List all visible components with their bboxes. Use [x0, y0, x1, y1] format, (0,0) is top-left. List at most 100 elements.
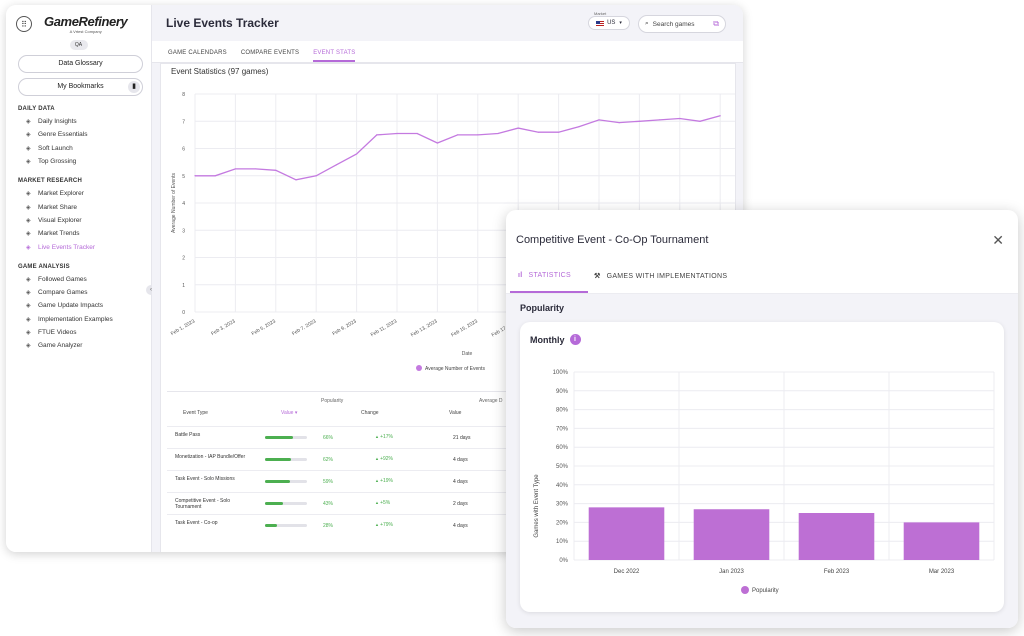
up-arrow-icon: ▲ — [375, 478, 381, 483]
sidebar-item-ftue-videos[interactable]: ◈ FTUE Videos — [6, 326, 151, 339]
tab-bar: GAME CALENDARS COMPARE EVENTS EVENT STATS — [152, 41, 743, 63]
group-header-popularity: Popularity — [321, 398, 344, 404]
external-link-icon[interactable]: ⧉ — [713, 19, 719, 28]
sidebar-item-label: Compare Games — [38, 289, 88, 297]
bar[interactable] — [588, 507, 665, 560]
y-tick-label: 1 — [182, 283, 185, 289]
tab-event-stats[interactable]: EVENT STATS — [313, 50, 356, 62]
data-point — [659, 119, 661, 121]
popularity-bar — [265, 480, 307, 483]
y-tick-label: 0% — [559, 558, 568, 564]
sort-down-icon: ▾ — [294, 410, 298, 416]
data-point — [315, 175, 317, 177]
bar[interactable] — [798, 513, 875, 560]
sidebar-item-label: Followed Games — [38, 275, 87, 283]
sidebar-item-game-analyzer[interactable]: ◈ Game Analyzer — [6, 339, 151, 352]
sidebar-item-live-events-tracker[interactable]: ◈ Live Events Tracker — [6, 240, 151, 253]
average-duration-value: 4 days — [453, 479, 468, 485]
event-type-cell: Battle Pass — [175, 432, 201, 438]
tab-games-with-implementations[interactable]: ⚒ GAMES WITH IMPLEMENTATIONS — [594, 272, 727, 280]
event-type-cell: Task Event - Solo Missions — [175, 476, 235, 482]
section-title-0: DAILY DATA — [18, 106, 55, 112]
popularity-value: 62% — [323, 457, 334, 463]
table-row[interactable]: Task Event - Solo Missions 59% ▲ +19% 4 day… — [167, 470, 735, 492]
legend-marker[interactable] — [416, 365, 422, 371]
popularity-bar-fill — [265, 502, 284, 505]
search-games-input[interactable]: ⌕ Search games ⧉ — [638, 15, 726, 33]
popularity-bar — [265, 436, 307, 439]
sidebar-item-label: Game Analyzer — [38, 342, 83, 350]
market-trends-icon: ◈ — [26, 231, 31, 238]
table-row[interactable]: Task Event - Co-op 28% ▲ +79% 4 days — [167, 514, 735, 536]
data-point — [234, 168, 236, 170]
sidebar-nav: DAILY DATA ◈ Daily Insights ◈ Genre Essentia… — [6, 106, 151, 352]
active-tab-indicator — [510, 291, 588, 293]
y-tick-label: 6 — [182, 147, 185, 153]
table-row[interactable]: Competitive Event - Solo Tournament 43% ▲ … — [167, 492, 735, 514]
sidebar-item-implementation-examples[interactable]: ◈ Implementation Examples — [6, 313, 151, 326]
x-tick-label: Feb 9, 2023 — [331, 318, 357, 337]
col-value[interactable]: Value ▾ — [281, 410, 297, 416]
bar[interactable] — [903, 522, 980, 560]
tab-game-calendars[interactable]: GAME CALENDARS — [168, 50, 227, 56]
close-icon[interactable]: ✕ — [992, 232, 1004, 248]
tab-statistics[interactable]: ıl STATISTICS — [518, 272, 571, 279]
market-explorer-icon: ◈ — [26, 191, 31, 198]
y-tick-label: 60% — [556, 445, 569, 451]
sidebar-item-market-explorer[interactable]: ◈ Market Explorer — [6, 187, 151, 200]
data-point — [335, 164, 337, 166]
collapse-sidebar-icon[interactable]: ‹ — [146, 285, 156, 295]
implementation-icon: ◈ — [26, 316, 31, 323]
legend-marker[interactable] — [741, 586, 749, 594]
bar[interactable] — [693, 509, 770, 560]
sidebar-item-label: Market Trends — [38, 230, 80, 238]
table-row[interactable]: Monetization - IAP Bundle/Offer 62% ▲ +92%… — [167, 448, 735, 470]
x-tick-label: Feb 7, 2023 — [291, 318, 317, 337]
info-icon[interactable]: i — [569, 334, 581, 345]
sidebar: ⠿ GameRefinery A Vrtest Company QA Data … — [6, 5, 156, 552]
sidebar-item-visual-explorer[interactable]: ◈ Visual Explorer — [6, 214, 151, 227]
change-value: +92% — [380, 456, 394, 462]
legend-label[interactable]: Popularity — [752, 588, 779, 594]
sidebar-item-soft-launch[interactable]: ◈ Soft Launch — [6, 142, 151, 155]
table-row[interactable]: Battle Pass 66% ▲ +17% 21 days — [167, 426, 735, 448]
data-glossary-button[interactable]: Data Glossary — [18, 55, 143, 73]
sidebar-item-label: Market Share — [38, 203, 78, 211]
sidebar-item-market-share[interactable]: ◈ Market Share — [6, 200, 151, 213]
col-value-2[interactable]: Value — [449, 410, 462, 416]
y-tick-label: 30% — [556, 502, 569, 508]
change-cell: ▲ +5% — [375, 500, 390, 506]
tab-games-label: GAMES WITH IMPLEMENTATIONS — [606, 273, 728, 280]
popularity-bar-fill — [265, 480, 290, 483]
my-bookmarks-button[interactable]: My Bookmarks ▮ — [18, 78, 143, 96]
data-point — [719, 115, 721, 117]
data-point — [517, 127, 519, 129]
tab-statistics-label: STATISTICS — [528, 272, 571, 279]
col-event-type[interactable]: Event Type — [183, 410, 208, 416]
col-change[interactable]: Change — [361, 410, 379, 416]
sidebar-item-label: Visual Explorer — [38, 216, 82, 224]
event-detail-panel: Competitive Event - Co-Op Tournament ✕ ı… — [506, 210, 1018, 628]
average-duration-value: 2 days — [453, 501, 468, 507]
sidebar-item-top-grossing[interactable]: ◈ Top Grossing — [6, 155, 151, 168]
y-tick-label: 4 — [182, 201, 185, 207]
market-dropdown[interactable]: US ▾ — [588, 16, 630, 30]
sidebar-item-game-update-impacts[interactable]: ◈ Game Update Impacts — [6, 299, 151, 312]
tab-compare-events[interactable]: COMPARE EVENTS — [240, 50, 300, 56]
average-duration-value: 4 days — [453, 457, 468, 463]
popularity-bar-fill — [265, 458, 292, 461]
sidebar-item-compare-games[interactable]: ◈ Compare Games — [6, 286, 151, 299]
market-selector[interactable]: Market US ▾ — [588, 11, 630, 30]
sidebar-item-market-trends[interactable]: ◈ Market Trends — [6, 227, 151, 240]
sidebar-item-daily-insights[interactable]: ◈ Daily Insights — [6, 115, 151, 128]
apps-menu-icon[interactable]: ⠿ — [16, 16, 32, 32]
popularity-value: 43% — [323, 501, 334, 507]
group-header-average: Average D — [479, 398, 503, 404]
series-line — [195, 115, 721, 181]
legend-label[interactable]: Average Number of Events — [425, 366, 485, 372]
logo[interactable]: GameRefinery A Vrtest Company — [44, 14, 128, 34]
sidebar-item-followed-games[interactable]: ◈ Followed Games — [6, 273, 151, 286]
change-value: +17% — [380, 434, 394, 440]
sidebar-item-genre-essentials[interactable]: ◈ Genre Essentials — [6, 128, 151, 141]
sidebar-item-label: Daily Insights — [38, 118, 77, 126]
